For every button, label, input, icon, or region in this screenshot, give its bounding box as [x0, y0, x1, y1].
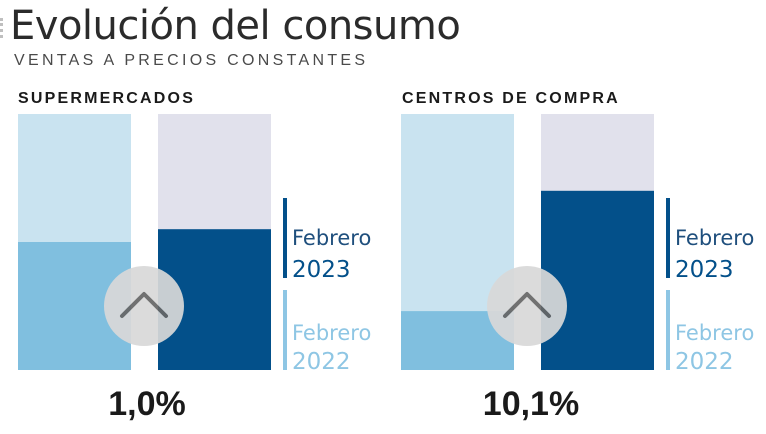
legend-year-2022: 2022: [292, 349, 351, 375]
legend-label-2023-b: Febrero: [675, 226, 755, 250]
change-badge-supermercados: [104, 266, 184, 346]
legend-year-2023-b: 2023: [675, 257, 734, 283]
page-subtitle: VENTAS A PRECIOS CONSTANTES: [14, 52, 369, 69]
chevron-up-icon: [503, 292, 551, 318]
legend-label-2023: Febrero: [292, 226, 372, 250]
legend-bar-2022-b: [666, 290, 670, 370]
legend-bar-2022: [283, 290, 287, 370]
bar-fill-2023: [541, 190, 654, 370]
legend-year-2023: 2023: [292, 257, 351, 283]
change-value-centros-de-compra: 10,1%: [482, 385, 580, 423]
chevron-up-icon: [120, 292, 168, 318]
panel-title-supermercados: SUPERMERCADOS: [18, 90, 196, 107]
panel-title-centros-de-compra: CENTROS DE COMPRA: [402, 90, 620, 107]
title-decoration: [0, 18, 7, 38]
legend-label-2022: Febrero: [292, 321, 372, 345]
change-value-supermercados: 1,0%: [108, 385, 186, 423]
legend-bar-2023-b: [666, 198, 670, 278]
legend-label-2022-b: Febrero: [675, 321, 755, 345]
legend-year-2022-b: 2022: [675, 349, 734, 375]
page-title: Evolución del consumo: [10, 3, 461, 49]
legend-bar-2023: [283, 198, 287, 278]
change-badge-centros-de-compra: [487, 266, 567, 346]
